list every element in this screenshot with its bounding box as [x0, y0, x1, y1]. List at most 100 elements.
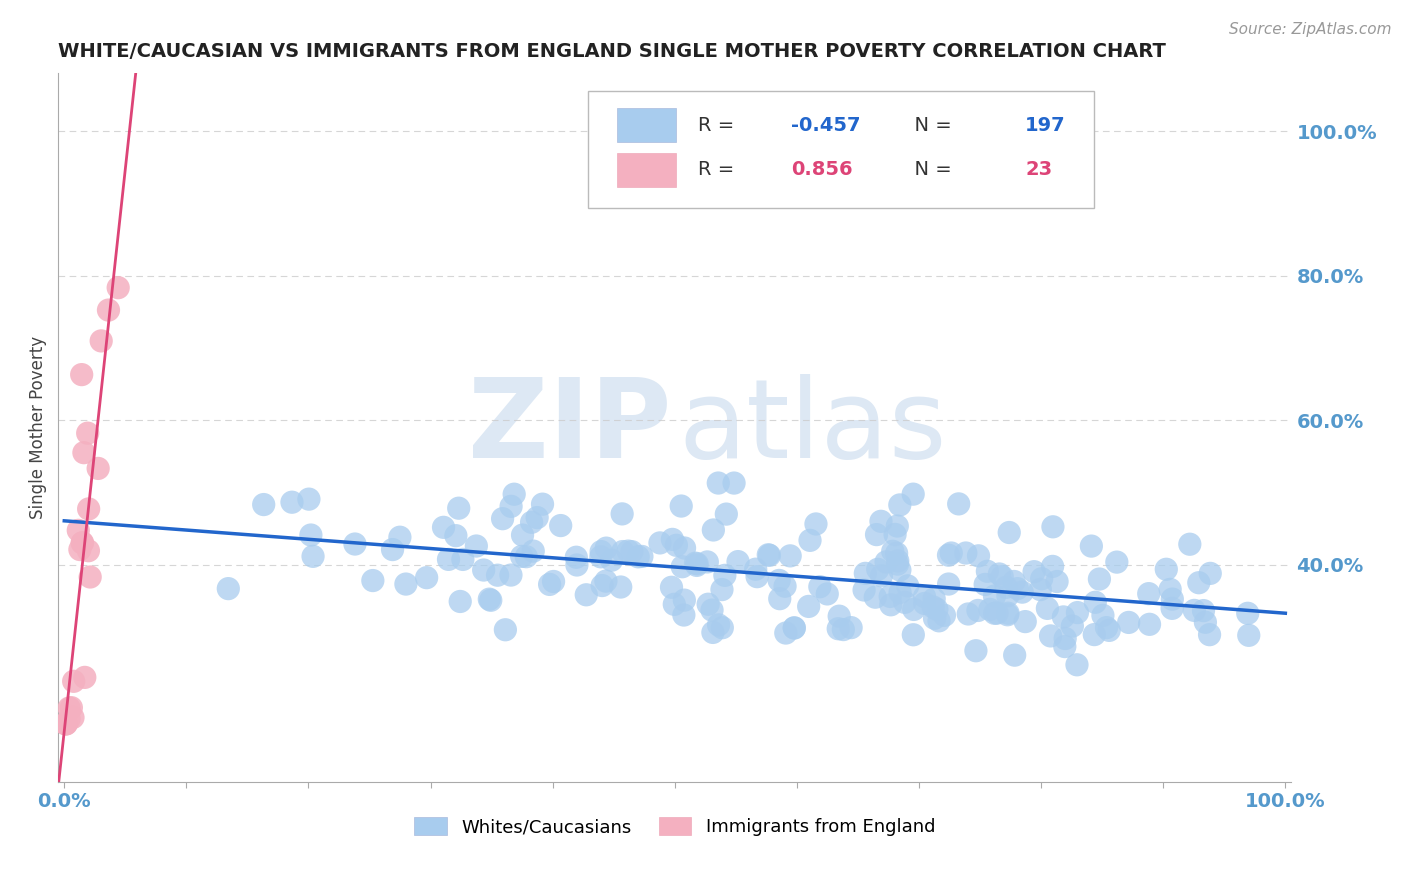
Text: 23: 23: [1025, 161, 1052, 179]
Y-axis label: Single Mother Poverty: Single Mother Poverty: [30, 336, 46, 519]
Text: -0.457: -0.457: [790, 116, 860, 135]
Point: [432, 520, 454, 534]
Text: atlas: atlas: [679, 374, 948, 481]
Point: [671, 499, 693, 513]
Point: [955, 546, 977, 560]
Point: [55, 716, 77, 731]
Point: [1237, 628, 1260, 642]
Point: [779, 549, 801, 563]
Point: [1053, 640, 1076, 654]
Point: [664, 597, 686, 611]
Point: [1139, 617, 1161, 632]
Point: [938, 548, 960, 562]
Point: [702, 523, 724, 537]
Text: Source: ZipAtlas.com: Source: ZipAtlas.com: [1229, 22, 1392, 37]
Point: [716, 507, 738, 521]
Point: [79, 570, 101, 584]
Point: [938, 577, 960, 591]
Point: [880, 598, 903, 612]
Point: [745, 569, 768, 583]
Point: [1095, 621, 1118, 635]
Point: [853, 582, 876, 597]
Point: [253, 498, 276, 512]
Point: [882, 544, 904, 558]
Point: [967, 549, 990, 563]
Point: [922, 600, 945, 615]
Point: [97, 303, 120, 318]
FancyBboxPatch shape: [617, 153, 676, 186]
Point: [515, 549, 537, 564]
Point: [768, 574, 790, 588]
Point: [827, 622, 849, 636]
Point: [1011, 585, 1033, 599]
Point: [686, 558, 709, 573]
Point: [673, 541, 696, 555]
Point: [73, 445, 96, 459]
Point: [886, 557, 908, 571]
Point: [1098, 624, 1121, 638]
Point: [1161, 592, 1184, 607]
Point: [922, 591, 945, 606]
Point: [893, 595, 915, 609]
Point: [714, 568, 737, 582]
Point: [661, 580, 683, 594]
Point: [884, 527, 907, 541]
Point: [832, 623, 855, 637]
Point: [447, 501, 470, 516]
Point: [914, 597, 936, 611]
Point: [58, 712, 80, 726]
Point: [995, 580, 1018, 594]
Point: [415, 571, 437, 585]
Point: [815, 587, 838, 601]
Point: [1031, 572, 1053, 586]
Point: [58, 701, 80, 715]
Point: [1192, 604, 1215, 618]
Point: [522, 544, 544, 558]
Point: [661, 533, 683, 547]
Point: [1118, 615, 1140, 630]
Point: [769, 591, 792, 606]
Point: [449, 594, 471, 608]
Point: [756, 548, 779, 562]
Point: [1159, 582, 1181, 597]
Point: [903, 602, 925, 616]
Point: [1236, 607, 1258, 621]
Point: [444, 529, 467, 543]
Point: [865, 590, 887, 604]
Point: [302, 549, 325, 564]
Point: [723, 476, 745, 491]
Point: [1007, 582, 1029, 596]
Point: [758, 549, 780, 563]
Point: [1156, 562, 1178, 576]
Text: R =: R =: [699, 161, 747, 179]
Point: [87, 461, 110, 475]
Point: [1084, 595, 1107, 609]
Point: [979, 602, 1001, 616]
Point: [486, 568, 509, 582]
Point: [62, 710, 84, 724]
Point: [685, 556, 707, 570]
Legend: Whites/Caucasians, Immigrants from England: Whites/Caucasians, Immigrants from Engla…: [408, 810, 942, 844]
Point: [479, 593, 502, 607]
Point: [1091, 608, 1114, 623]
Point: [886, 546, 908, 560]
Point: [512, 528, 534, 542]
Point: [298, 492, 321, 507]
Point: [381, 542, 404, 557]
Point: [575, 588, 598, 602]
Point: [1198, 628, 1220, 642]
Point: [478, 592, 501, 607]
Point: [948, 497, 970, 511]
Point: [491, 511, 513, 525]
Point: [875, 555, 897, 569]
Point: [744, 562, 766, 576]
Point: [783, 621, 806, 635]
Point: [671, 559, 693, 574]
Point: [879, 590, 901, 604]
Point: [897, 579, 920, 593]
Point: [1004, 648, 1026, 662]
Point: [1105, 555, 1128, 569]
Point: [672, 607, 695, 622]
Point: [589, 549, 612, 564]
Point: [70, 368, 93, 382]
